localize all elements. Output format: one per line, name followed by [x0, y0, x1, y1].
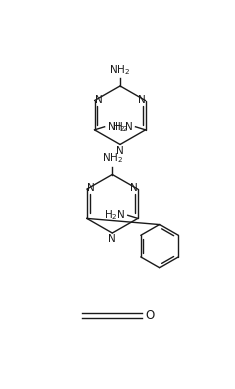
Text: N: N	[130, 183, 138, 193]
Text: NH$_2$: NH$_2$	[110, 63, 131, 77]
Text: H$_2$N: H$_2$N	[104, 209, 125, 222]
Text: N: N	[87, 183, 94, 193]
Text: N: N	[116, 145, 124, 156]
Text: NH$_2$: NH$_2$	[102, 151, 123, 165]
Text: O: O	[146, 309, 155, 322]
Text: H$_2$N: H$_2$N	[112, 120, 133, 134]
Text: N: N	[94, 95, 102, 105]
Text: NH$_2$: NH$_2$	[107, 120, 128, 134]
Text: N: N	[138, 95, 145, 105]
Text: N: N	[108, 234, 116, 244]
